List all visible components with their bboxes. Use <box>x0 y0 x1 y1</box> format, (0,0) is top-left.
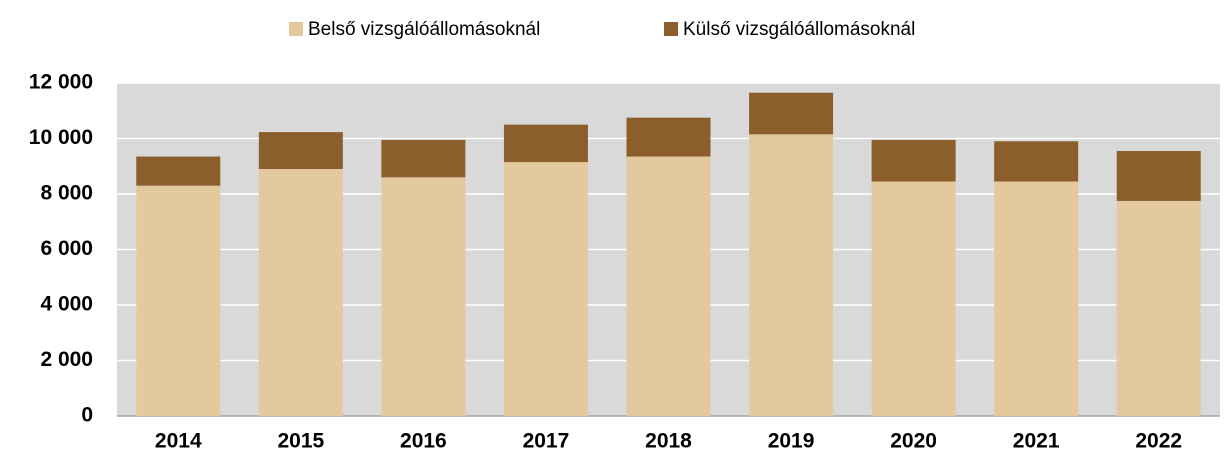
bar-segment <box>626 156 711 416</box>
bar-segment <box>626 117 711 157</box>
bar-segment <box>381 139 466 178</box>
x-tick-label: 2017 <box>523 430 570 453</box>
y-tick-label: 6 000 <box>40 237 93 260</box>
bar-segment <box>258 132 343 170</box>
bar-segment <box>381 177 466 416</box>
bar-segment <box>749 134 834 416</box>
bar-segment <box>258 169 343 416</box>
y-tick-label: 8 000 <box>40 182 93 205</box>
bar-segment <box>136 185 221 416</box>
bar-segment <box>871 139 956 182</box>
y-tick-label: 10 000 <box>29 126 93 149</box>
x-tick-label: 2016 <box>400 430 447 453</box>
y-tick-label: 4 000 <box>40 293 93 316</box>
x-tick-label: 2019 <box>768 430 815 453</box>
legend-label: Belső vizsgálóállomásoknál <box>308 19 540 40</box>
x-tick-label: 2021 <box>1013 430 1060 453</box>
bar-segment <box>994 141 1079 182</box>
x-tick-label: 2015 <box>277 430 324 453</box>
bar-segment <box>1116 150 1201 201</box>
x-tick-label: 2022 <box>1135 430 1182 453</box>
bar-segment <box>1116 200 1201 416</box>
x-tick-label: 2018 <box>645 430 692 453</box>
legend-label: Külső vizsgálóállomásoknál <box>683 19 915 40</box>
x-tick-label: 2014 <box>155 430 202 453</box>
bar-segment <box>994 181 1079 416</box>
legend-swatch <box>664 22 678 36</box>
bar-segment <box>871 181 956 416</box>
x-tick-label: 2020 <box>890 430 937 453</box>
legend-swatch <box>289 22 303 36</box>
y-tick-label: 0 <box>81 404 93 427</box>
bar-segment <box>749 92 834 135</box>
bar-segment <box>503 124 588 163</box>
y-tick-label: 12 000 <box>29 71 93 94</box>
y-tick-label: 2 000 <box>40 348 93 371</box>
bar-segment <box>503 162 588 416</box>
bar-segment <box>136 156 221 186</box>
